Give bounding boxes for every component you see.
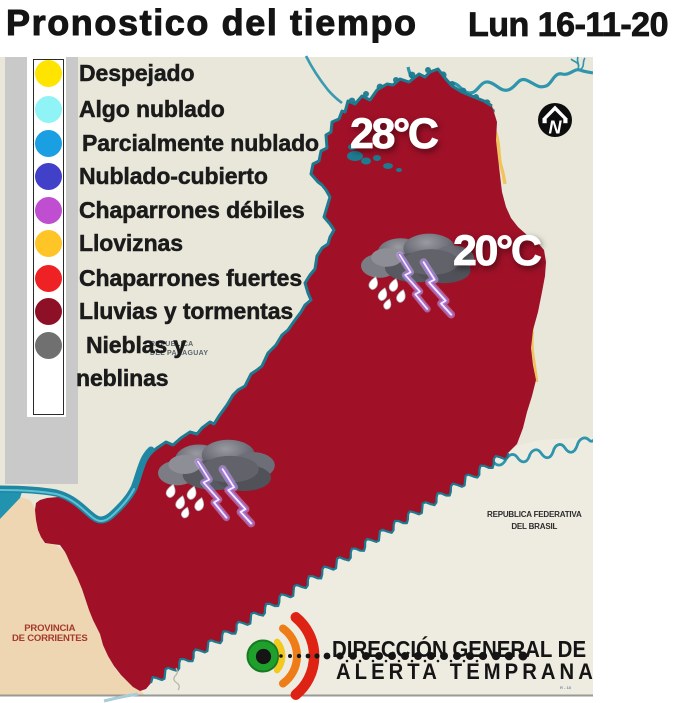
svg-text:N: N [549, 118, 563, 138]
